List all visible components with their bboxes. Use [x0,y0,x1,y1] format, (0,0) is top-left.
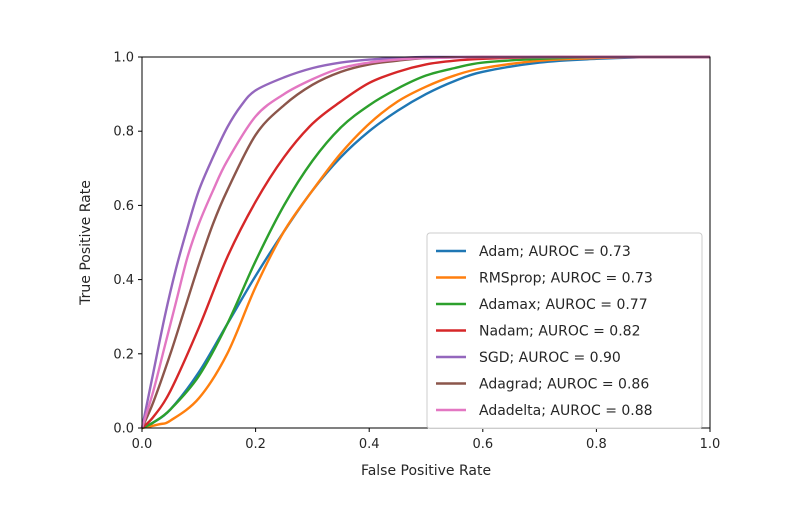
series-line-0 [141,55,711,430]
series-line-2 [141,55,710,430]
legend-label: RMSprop; AUROC = 0.73 [479,271,653,287]
x-tick-label: 0.2 [245,437,266,452]
y-tick-label: 0.2 [113,347,134,362]
legend-label: Adam; AUROC = 0.73 [479,244,631,260]
legend-label: Nadam; AUROC = 0.82 [479,324,640,340]
x-tick-label: 0.8 [586,437,607,452]
legend-label: Adagrad; AUROC = 0.86 [479,377,649,393]
x-tick-label: 0.0 [132,437,153,452]
legend-label: Adadelta; AUROC = 0.88 [479,403,653,419]
series-line-1 [141,55,711,430]
ticks-layer: 0.0 0.2 0.4 0.6 0.8 1.0 0.0 0.2 0.4 0.6 0.8 1.0 [113,51,720,453]
legend-label: SGD; AUROC = 0.90 [479,350,621,366]
y-tick-label: 0.8 [113,125,134,140]
legend: Adam; AUROC = 0.73 RMSprop; AUROC = 0.73 A… [426,232,703,429]
x-tick-label: 0.4 [359,437,380,452]
y-tick-label: 0.6 [113,199,134,214]
plot-frame [141,56,711,429]
y-axis-title: True Positive Rate [78,180,94,306]
legend-box [426,232,703,429]
y-tick-label: 0.0 [113,422,134,437]
y-tick-label: 1.0 [113,51,134,66]
legend-label: Adamax; AUROC = 0.77 [479,297,648,313]
x-axis-title: False Positive Rate [361,463,491,479]
x-tick-label: 1.0 [700,437,721,452]
x-tick-label: 0.6 [472,437,493,452]
series-layer [140,55,711,430]
y-tick-label: 0.4 [113,273,134,288]
